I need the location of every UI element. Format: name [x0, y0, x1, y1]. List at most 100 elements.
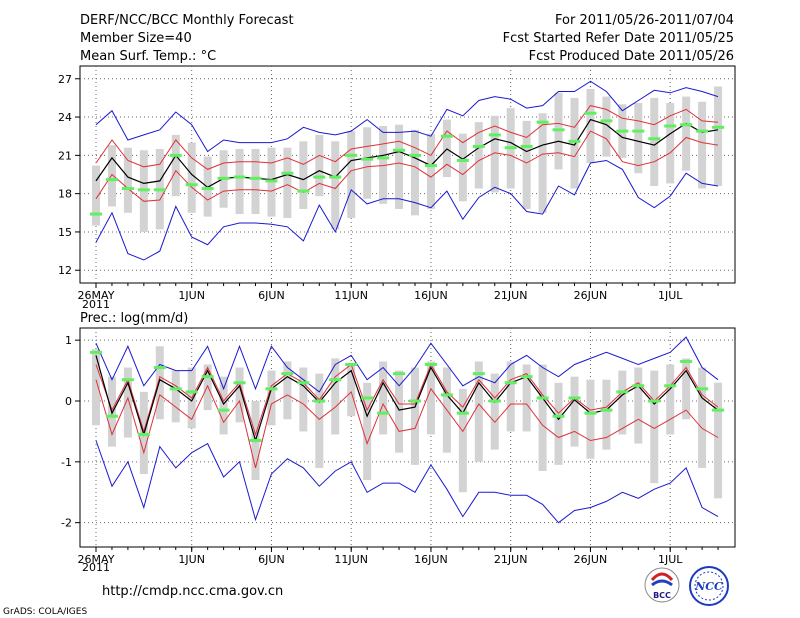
- temp-observed-mark: [648, 137, 661, 141]
- temp-spread-box: [123, 147, 132, 213]
- precip-spread-box: [538, 364, 547, 471]
- precip-observed-mark: [680, 359, 693, 363]
- precip-observed-mark: [169, 387, 182, 391]
- temp-observed-mark: [233, 175, 246, 179]
- precip-xtick-label: 16JUN: [414, 553, 448, 566]
- temperature-panel: 12 15 18 21 24 27 26MAY 1JUN 6JUN 11JUN 16JUN 21JU…: [58, 65, 736, 311]
- temp-spread-box: [602, 96, 611, 157]
- temp-xtick-label: 1JUL: [658, 289, 683, 302]
- precip-spread-box: [235, 367, 244, 423]
- precip-observed-mark: [648, 399, 661, 403]
- temp-spread-box: [187, 142, 196, 213]
- temperature-x-ticks: 26MAY 1JUN 6JUN 11JUN 16JUN 21JUN 26JUN 1JUL: [78, 283, 719, 302]
- temp-observed-mark: [297, 189, 310, 193]
- precip-max-line: [95, 336, 719, 393]
- precip-observed-mark: [536, 396, 549, 400]
- temp-spread-box: [331, 141, 340, 230]
- temp-xtick-label: 21JUN: [494, 289, 528, 302]
- temp-observed-mark: [472, 144, 485, 148]
- temp-spread-box: [235, 148, 244, 215]
- precip-observed-mark: [712, 408, 725, 412]
- precip-spread-box: [602, 379, 611, 450]
- temp-observed-mark: [600, 119, 613, 123]
- temp-xtick-label: 26MAY: [78, 289, 115, 302]
- precip-spread-box: [299, 367, 308, 432]
- temp-observed-mark: [504, 146, 517, 150]
- temp-observed-mark: [105, 178, 118, 182]
- temp-observed-mark: [281, 171, 294, 175]
- precip-observed-mark: [345, 363, 358, 366]
- temp-ytick-label: 21: [58, 149, 72, 162]
- temp-observed-mark: [536, 120, 549, 124]
- temp-observed-mark: [313, 175, 326, 179]
- temp-observed-mark: [345, 153, 358, 157]
- precip-spread-box: [379, 361, 388, 435]
- precip-observed-mark: [568, 396, 581, 400]
- temp-observed-mark: [249, 176, 262, 180]
- precip-spread-box: [426, 361, 435, 435]
- precip-observed-mark: [249, 439, 262, 443]
- temp-observed-mark: [329, 175, 342, 179]
- temp-spread-box: [315, 134, 324, 197]
- temp-ensemble-mean-line: [95, 118, 719, 189]
- temp-max-line: [95, 80, 719, 153]
- temp-observed-mark: [377, 156, 390, 160]
- ncc-logo: NCC: [689, 566, 729, 606]
- precip-observed-mark: [393, 372, 406, 376]
- precip-xtick-label: 26JUN: [574, 553, 608, 566]
- precip-spread-box: [171, 370, 180, 423]
- precip-x-ticks: 26MAY 1JUN 6JUN 11JUN 16JUN 21JUN 26JUN 1JUL: [78, 547, 719, 566]
- temp-spread-box: [538, 113, 547, 213]
- precip-observed-mark: [696, 387, 709, 391]
- temp-observed-mark: [217, 176, 230, 180]
- precip-xtick-label: 21JUN: [494, 553, 528, 566]
- precip-spread-box: [315, 373, 324, 468]
- precip-observed-mark: [265, 387, 278, 391]
- precip-observed-mark: [456, 411, 469, 415]
- precip-observed-mark: [105, 414, 118, 418]
- precip-observed-mark: [297, 381, 310, 385]
- temp-observed-mark: [440, 134, 453, 138]
- precip-observed-mark: [281, 372, 294, 376]
- temp-spread-box: [426, 133, 435, 209]
- temp-xtick-label: 1JUN: [178, 289, 205, 302]
- temp-spread-box: [171, 134, 180, 197]
- precip-spread-box: [506, 361, 515, 432]
- precip-spread-box: [363, 382, 372, 481]
- precip-observed-mark: [632, 384, 645, 388]
- temp-spread-box: [107, 145, 116, 207]
- temp-observed-mark: [632, 129, 645, 133]
- precip-plot-frame: [79, 327, 736, 548]
- figure-title: DERF/NCC/BCC Monthly Forecast: [80, 13, 294, 28]
- temp-observed-mark: [265, 179, 278, 183]
- temp-spread-box: [682, 96, 691, 171]
- precip-spread-box: [650, 370, 659, 484]
- precip-spread-box: [155, 346, 164, 420]
- precip-spread-box: [331, 358, 340, 435]
- forecast-period-label: For 2011/05/26-2011/07/04: [555, 13, 734, 28]
- temp-upper-spread-line: [95, 105, 719, 170]
- precip-min-line: [95, 440, 719, 524]
- precip-observed-mark: [361, 396, 374, 400]
- temp-observed-mark: [712, 125, 725, 129]
- precip-observed-mark: [488, 399, 501, 403]
- precip-spread-box: [123, 367, 132, 438]
- bcc-logo-text: BCC: [653, 591, 671, 600]
- temp-observed-mark: [424, 164, 437, 168]
- temp-ytick-label: 27: [58, 73, 72, 86]
- precip-xtick-label: 6JUN: [258, 553, 285, 566]
- temp-xtick-label: 16JUN: [414, 289, 448, 302]
- precip-spread-box: [347, 364, 356, 417]
- precip-spread-box: [474, 361, 483, 462]
- precip-spread-box: [554, 382, 563, 465]
- precip-spread-box: [570, 376, 579, 447]
- precip-ytick-label: 1: [65, 334, 72, 347]
- precip-observed-mark: [409, 399, 421, 403]
- temp-observed-mark: [153, 188, 166, 192]
- bcc-logo: BCC: [644, 567, 680, 603]
- temperature-y-ticks: 12 15 18 21 24 27: [58, 73, 80, 277]
- temp-observed-mark: [520, 144, 533, 148]
- precip-spread-box: [283, 361, 292, 420]
- precip-spread-box: [395, 370, 404, 453]
